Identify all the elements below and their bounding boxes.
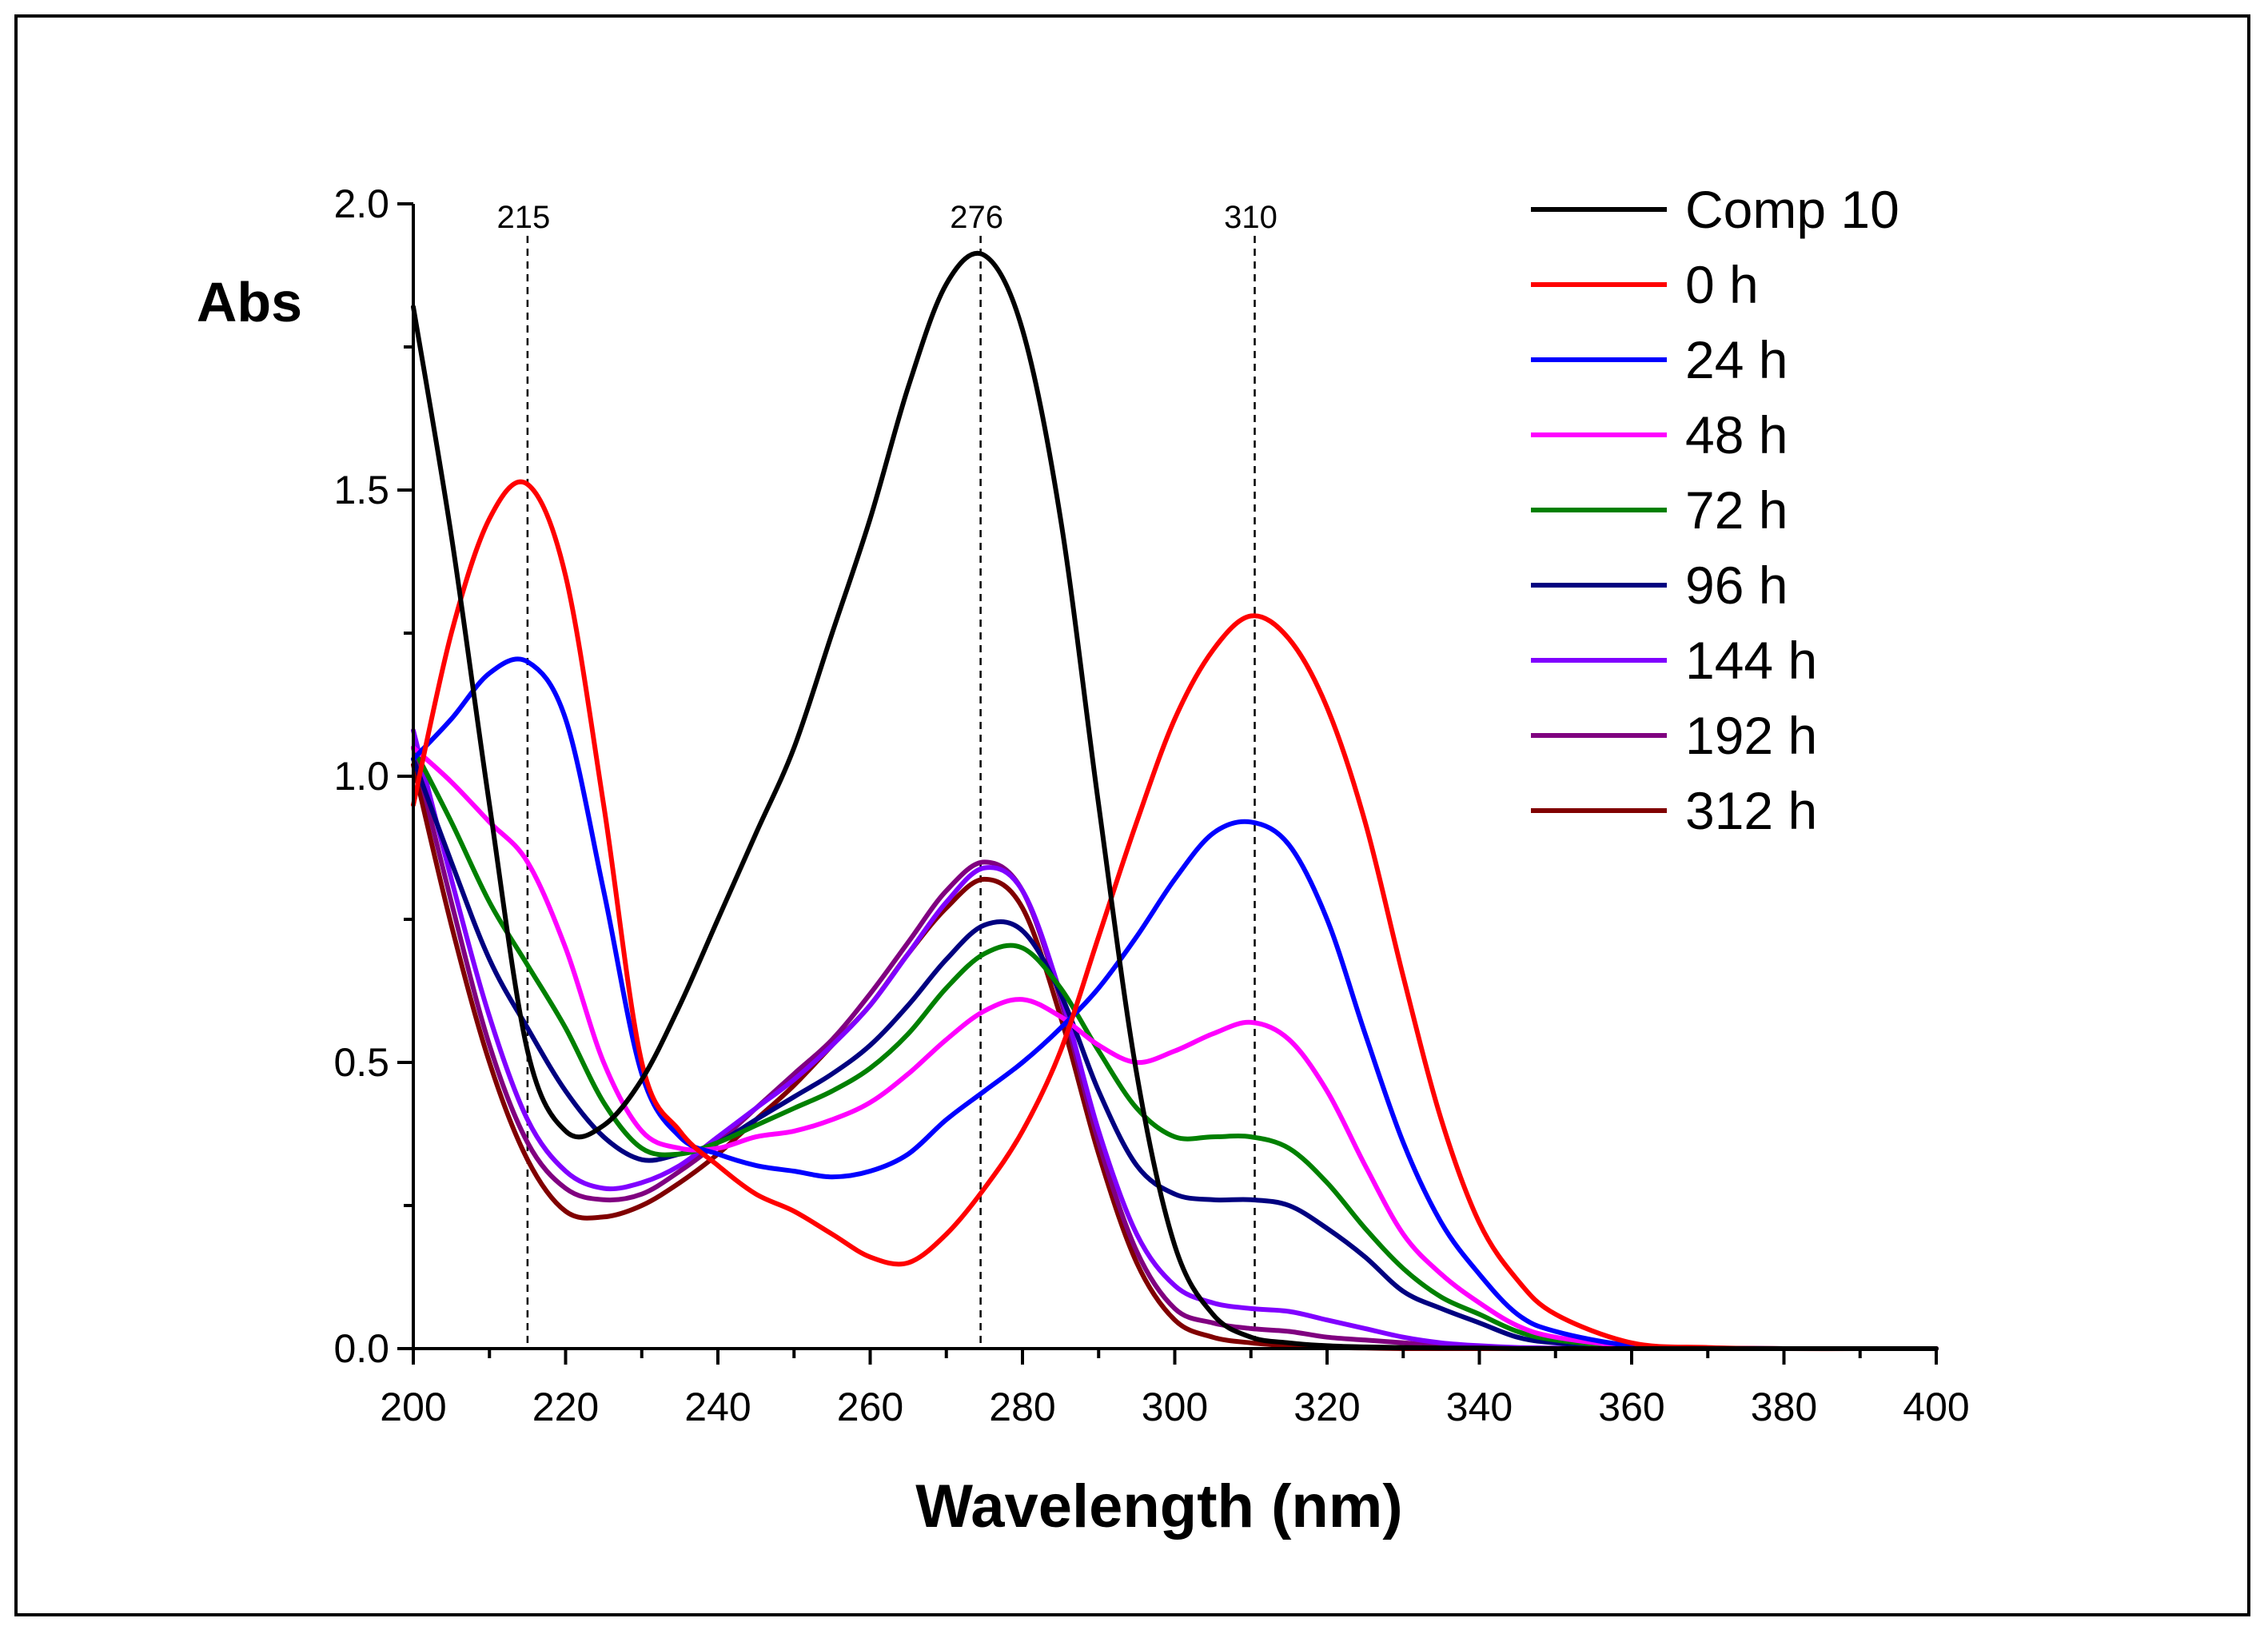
y-tick-label: 1.0	[333, 754, 389, 799]
y-tick-label: 0.0	[333, 1326, 389, 1371]
series-line-48-h	[411, 745, 1939, 1352]
x-tick-label: 300	[1142, 1385, 1208, 1429]
legend-label-comp-10: Comp 10	[1685, 180, 1899, 239]
legend-label-24-h: 24 h	[1685, 330, 1788, 389]
legend: Comp 10 0 h 24 h 48 h 72 h 96 h 144 h 192 h 312 …	[1531, 180, 1899, 840]
series-line-24-h	[411, 656, 1939, 1352]
x-ticks: 200 220 240 260 280 300 320 340 360 380 400	[380, 1349, 1970, 1429]
y-tick-label: 2.0	[333, 181, 389, 226]
x-tick-label: 320	[1293, 1385, 1360, 1429]
legend-label-72-h: 72 h	[1685, 480, 1788, 540]
x-tick-label: 220	[532, 1385, 599, 1429]
y-ticks: 0.0 0.5 1.0 1.5 2.0	[333, 181, 413, 1371]
x-tick-label: 280	[989, 1385, 1055, 1429]
legend-label-96-h: 96 h	[1685, 556, 1788, 615]
x-tick-label: 340	[1446, 1385, 1513, 1429]
x-axis-label: Wavelength (nm)	[915, 1473, 1402, 1540]
y-tick-label: 0.5	[333, 1040, 389, 1085]
legend-label-312-h: 312 h	[1685, 781, 1817, 840]
series-line-0-h	[411, 479, 1939, 1352]
reference-line-label: 310	[1224, 200, 1277, 235]
x-tick-label: 360	[1598, 1385, 1664, 1429]
reference-line-label: 215	[497, 200, 551, 235]
legend-label-48-h: 48 h	[1685, 405, 1788, 464]
reference-lines: 215 276 310	[497, 200, 1277, 1349]
x-tick-label: 400	[1903, 1385, 1969, 1429]
y-tick-label: 1.5	[333, 468, 389, 512]
x-tick-label: 240	[684, 1385, 751, 1429]
x-tick-label: 380	[1751, 1385, 1817, 1429]
reference-line-label: 276	[950, 200, 1003, 235]
legend-label-0-h: 0 h	[1685, 255, 1759, 314]
legend-label-144-h: 144 h	[1685, 631, 1817, 690]
x-tick-label: 200	[380, 1385, 446, 1429]
y-axis-label: Abs	[197, 271, 302, 333]
x-tick-label: 260	[837, 1385, 903, 1429]
legend-label-192-h: 192 h	[1685, 706, 1817, 765]
